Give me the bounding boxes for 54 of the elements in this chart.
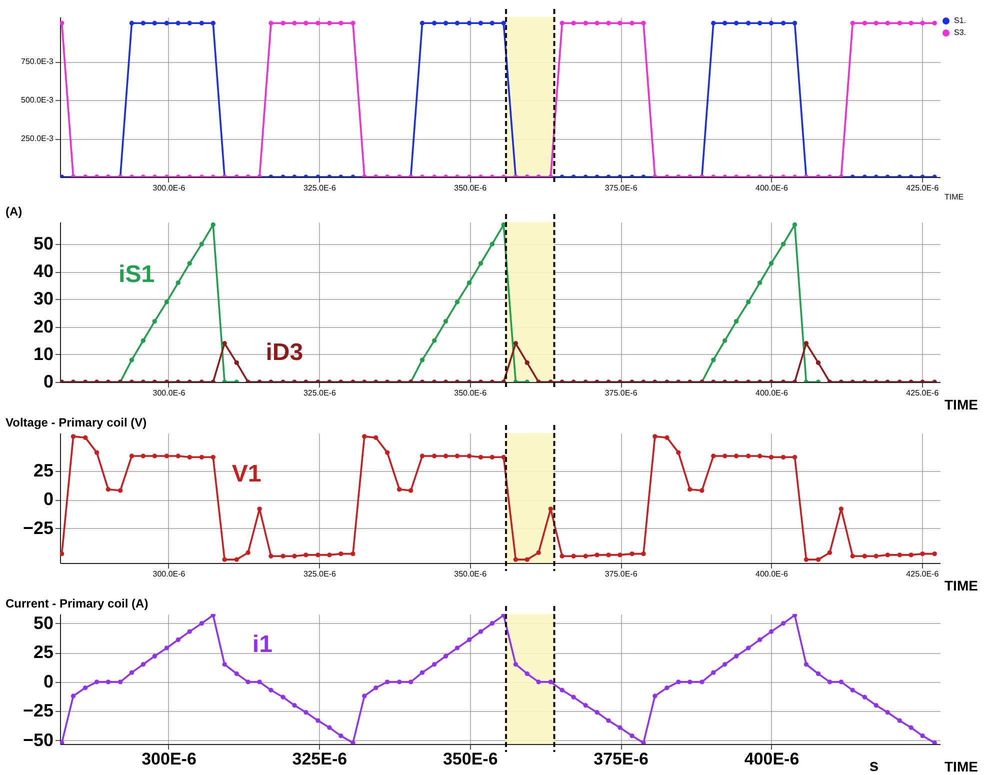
x-tick-label: 425.0E-6 xyxy=(906,388,940,398)
x-tick-label: 425.0E-6 xyxy=(906,184,940,192)
y-tick-label: 25 xyxy=(33,460,54,480)
x-tick-label: 350.0E-6 xyxy=(454,184,488,192)
x-tick-label: 325.0E-6 xyxy=(303,184,336,192)
x-tick-label: 425.0E-6 xyxy=(906,570,940,578)
series-label: V1 xyxy=(232,460,262,488)
x-tick-label: 300.0E-6 xyxy=(152,184,186,192)
x-tick-label: 300.0E-6 xyxy=(152,388,186,398)
series-label: iS1 xyxy=(118,260,155,288)
x-tick-label: 350.0E-6 xyxy=(454,570,488,578)
x-axis-title: TIME xyxy=(944,396,978,412)
y-tick-label: 50 xyxy=(33,612,54,633)
x-tick-label: 325E-6 xyxy=(292,750,348,768)
y-tick-label: 25 xyxy=(33,642,54,662)
x-tick-label: 375.0E-6 xyxy=(604,388,638,398)
y-tick-label: −25 xyxy=(22,700,54,721)
y-tick-label: 10 xyxy=(33,344,54,364)
x-tick-label: 375E-6 xyxy=(594,750,648,768)
y-tick-label: 20 xyxy=(33,316,54,336)
x-axis-title: TIME xyxy=(944,578,978,594)
x-tick-label: 325.0E-6 xyxy=(303,570,336,578)
text: s xyxy=(869,756,879,775)
x-tick-label: 350E-6 xyxy=(442,750,498,768)
y-tick-label: 0 xyxy=(43,372,54,392)
x-tick-label: 325.0E-6 xyxy=(303,388,336,398)
x-tick-label: 400.0E-6 xyxy=(756,570,789,578)
x-tick-label: 300E-6 xyxy=(142,750,196,768)
x-axis-title: TIME xyxy=(944,192,964,202)
legend-label: S3. xyxy=(954,28,966,37)
y-tick-label: 0 xyxy=(43,671,54,692)
series-label: i1 xyxy=(252,631,272,658)
y-tick-label: 500.0E-3 xyxy=(21,96,54,105)
x-tick-label: 400.0E-6 xyxy=(756,388,789,398)
y-tick-label: 250.0E-3 xyxy=(21,134,54,144)
y-tick-label: −50 xyxy=(22,730,54,750)
y-axis-title: Voltage - Primary coil (V) xyxy=(6,416,147,430)
x-tick-label: 400E-6 xyxy=(744,750,800,768)
x-tick-label: 375.0E-6 xyxy=(604,184,638,192)
x-tick-label: 375.0E-6 xyxy=(604,570,638,578)
x-tick-label: 350.0E-6 xyxy=(454,388,488,398)
series-label: iD3 xyxy=(266,339,304,366)
y-axis-title: Current - Primary coil (A) xyxy=(6,596,148,610)
legend-label: S1. xyxy=(954,16,966,25)
x-tick-label: 400.0E-6 xyxy=(756,184,789,192)
x-axis-title: TIME xyxy=(944,758,978,774)
y-tick-label: 750.0E-3 xyxy=(21,57,54,66)
y-tick-label: 30 xyxy=(33,288,54,309)
y-tick-label: 40 xyxy=(33,261,54,282)
y-tick-label: 50 xyxy=(33,234,54,254)
x-tick-label: 300.0E-6 xyxy=(152,570,186,578)
y-axis-title: (A) xyxy=(6,204,22,218)
y-tick-label: 0 xyxy=(43,489,54,510)
y-tick-label: −25 xyxy=(22,518,54,538)
